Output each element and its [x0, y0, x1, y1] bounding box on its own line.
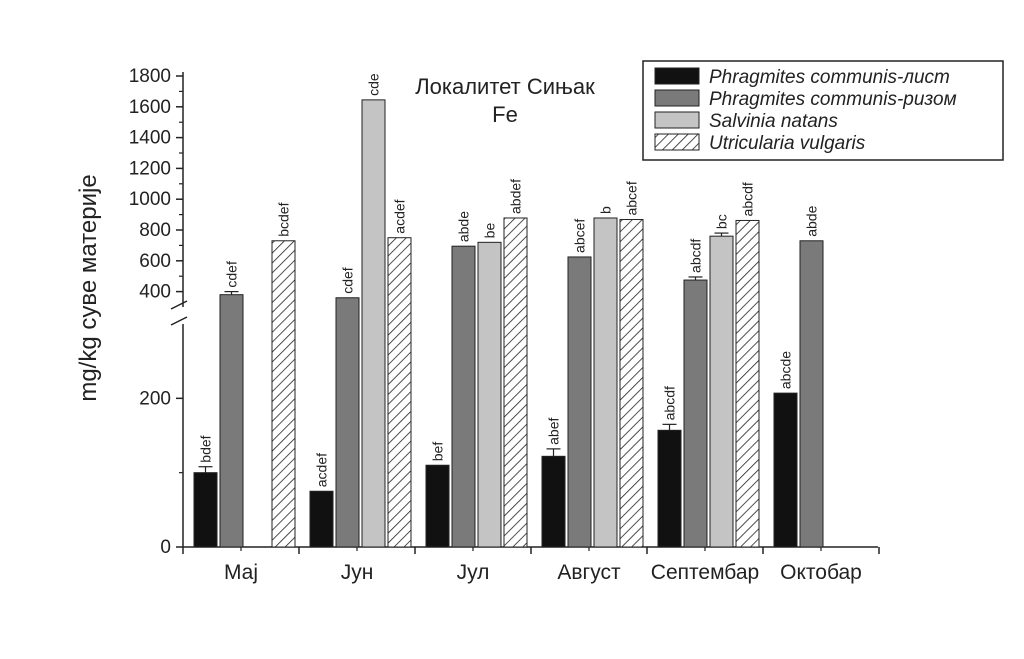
bar [619, 219, 644, 548]
x-category-label: Септембар [651, 561, 759, 584]
significance-label: b [598, 206, 614, 214]
y-tick-label: 1000 [129, 189, 171, 210]
bar [503, 217, 528, 548]
bar [541, 455, 566, 548]
y-tick-label: 800 [139, 220, 171, 241]
significance-label: bc [714, 214, 730, 229]
legend-swatch [654, 89, 700, 107]
bar [477, 241, 502, 548]
bar [709, 235, 734, 548]
bar [799, 240, 824, 548]
legend-box [642, 60, 1004, 161]
significance-label: abcdf [740, 182, 756, 216]
y-tick-label: 0 [160, 537, 171, 558]
significance-label: bcdef [276, 202, 292, 236]
bar [193, 472, 218, 548]
bar [735, 219, 760, 548]
significance-label: acdef [392, 199, 408, 233]
legend-entry: Salvinia natans [709, 111, 838, 132]
bar [387, 237, 412, 548]
bar [657, 429, 682, 548]
significance-label: cde [366, 73, 382, 96]
significance-label: abcdf [688, 239, 704, 273]
legend-entry: Phragmites communis-лист [709, 67, 950, 88]
bar [773, 392, 798, 548]
bar [271, 240, 296, 548]
significance-label: bef [430, 442, 446, 462]
y-tick-label: 200 [139, 388, 171, 409]
y-tick-label: 1400 [129, 128, 171, 149]
significance-label: abcdf [662, 386, 678, 420]
significance-label: abcef [624, 181, 640, 215]
legend-swatch [654, 111, 700, 129]
chart-subtitle: Fe [492, 102, 518, 127]
bar [361, 99, 386, 548]
bar [593, 217, 618, 548]
y-tick-label: 1600 [129, 97, 171, 118]
x-category-label: Јул [457, 561, 490, 584]
significance-label: abef [546, 418, 562, 445]
x-category-label: Мај [224, 561, 258, 584]
y-axis-label: mg/kg суве материје [75, 174, 102, 401]
chart-title: Локалитет Сињак [415, 74, 595, 99]
x-category-label: Октобар [780, 561, 862, 584]
y-tick-label: 1800 [129, 66, 171, 87]
x-category-label: Август [557, 561, 621, 584]
x-category-label: Јун [341, 561, 374, 584]
significance-label: abde [804, 205, 820, 236]
y-tick-label: 400 [139, 282, 171, 303]
bar [451, 245, 476, 548]
bar [219, 294, 244, 548]
bar [425, 464, 450, 548]
chart-marks: 0 200 400 600 800 1000 1200 1400 1600 1800 Мај bdef… [129, 60, 1004, 584]
significance-label: abcef [572, 219, 588, 253]
significance-label: bdef [198, 435, 214, 462]
y-tick-label: 1200 [129, 158, 171, 179]
bar [683, 279, 708, 548]
significance-label: cdef [224, 261, 240, 288]
legend-swatch [654, 67, 700, 85]
significance-label: cdef [340, 267, 356, 294]
legend-swatch [654, 133, 700, 151]
axis-break-mark [170, 300, 188, 310]
significance-label: be [482, 223, 498, 239]
significance-label: abcde [778, 351, 794, 389]
axis-break-mark [170, 316, 188, 326]
bar [335, 297, 360, 548]
y-tick-label: 600 [139, 251, 171, 272]
bar [567, 256, 592, 548]
legend-entry: Phragmites communis-ризом [709, 89, 957, 110]
bar [309, 490, 334, 548]
legend-entry: Utricularia vulgaris [709, 133, 866, 154]
significance-label: acdef [314, 453, 330, 487]
significance-label: abde [456, 211, 472, 242]
significance-label: abdef [508, 179, 524, 214]
